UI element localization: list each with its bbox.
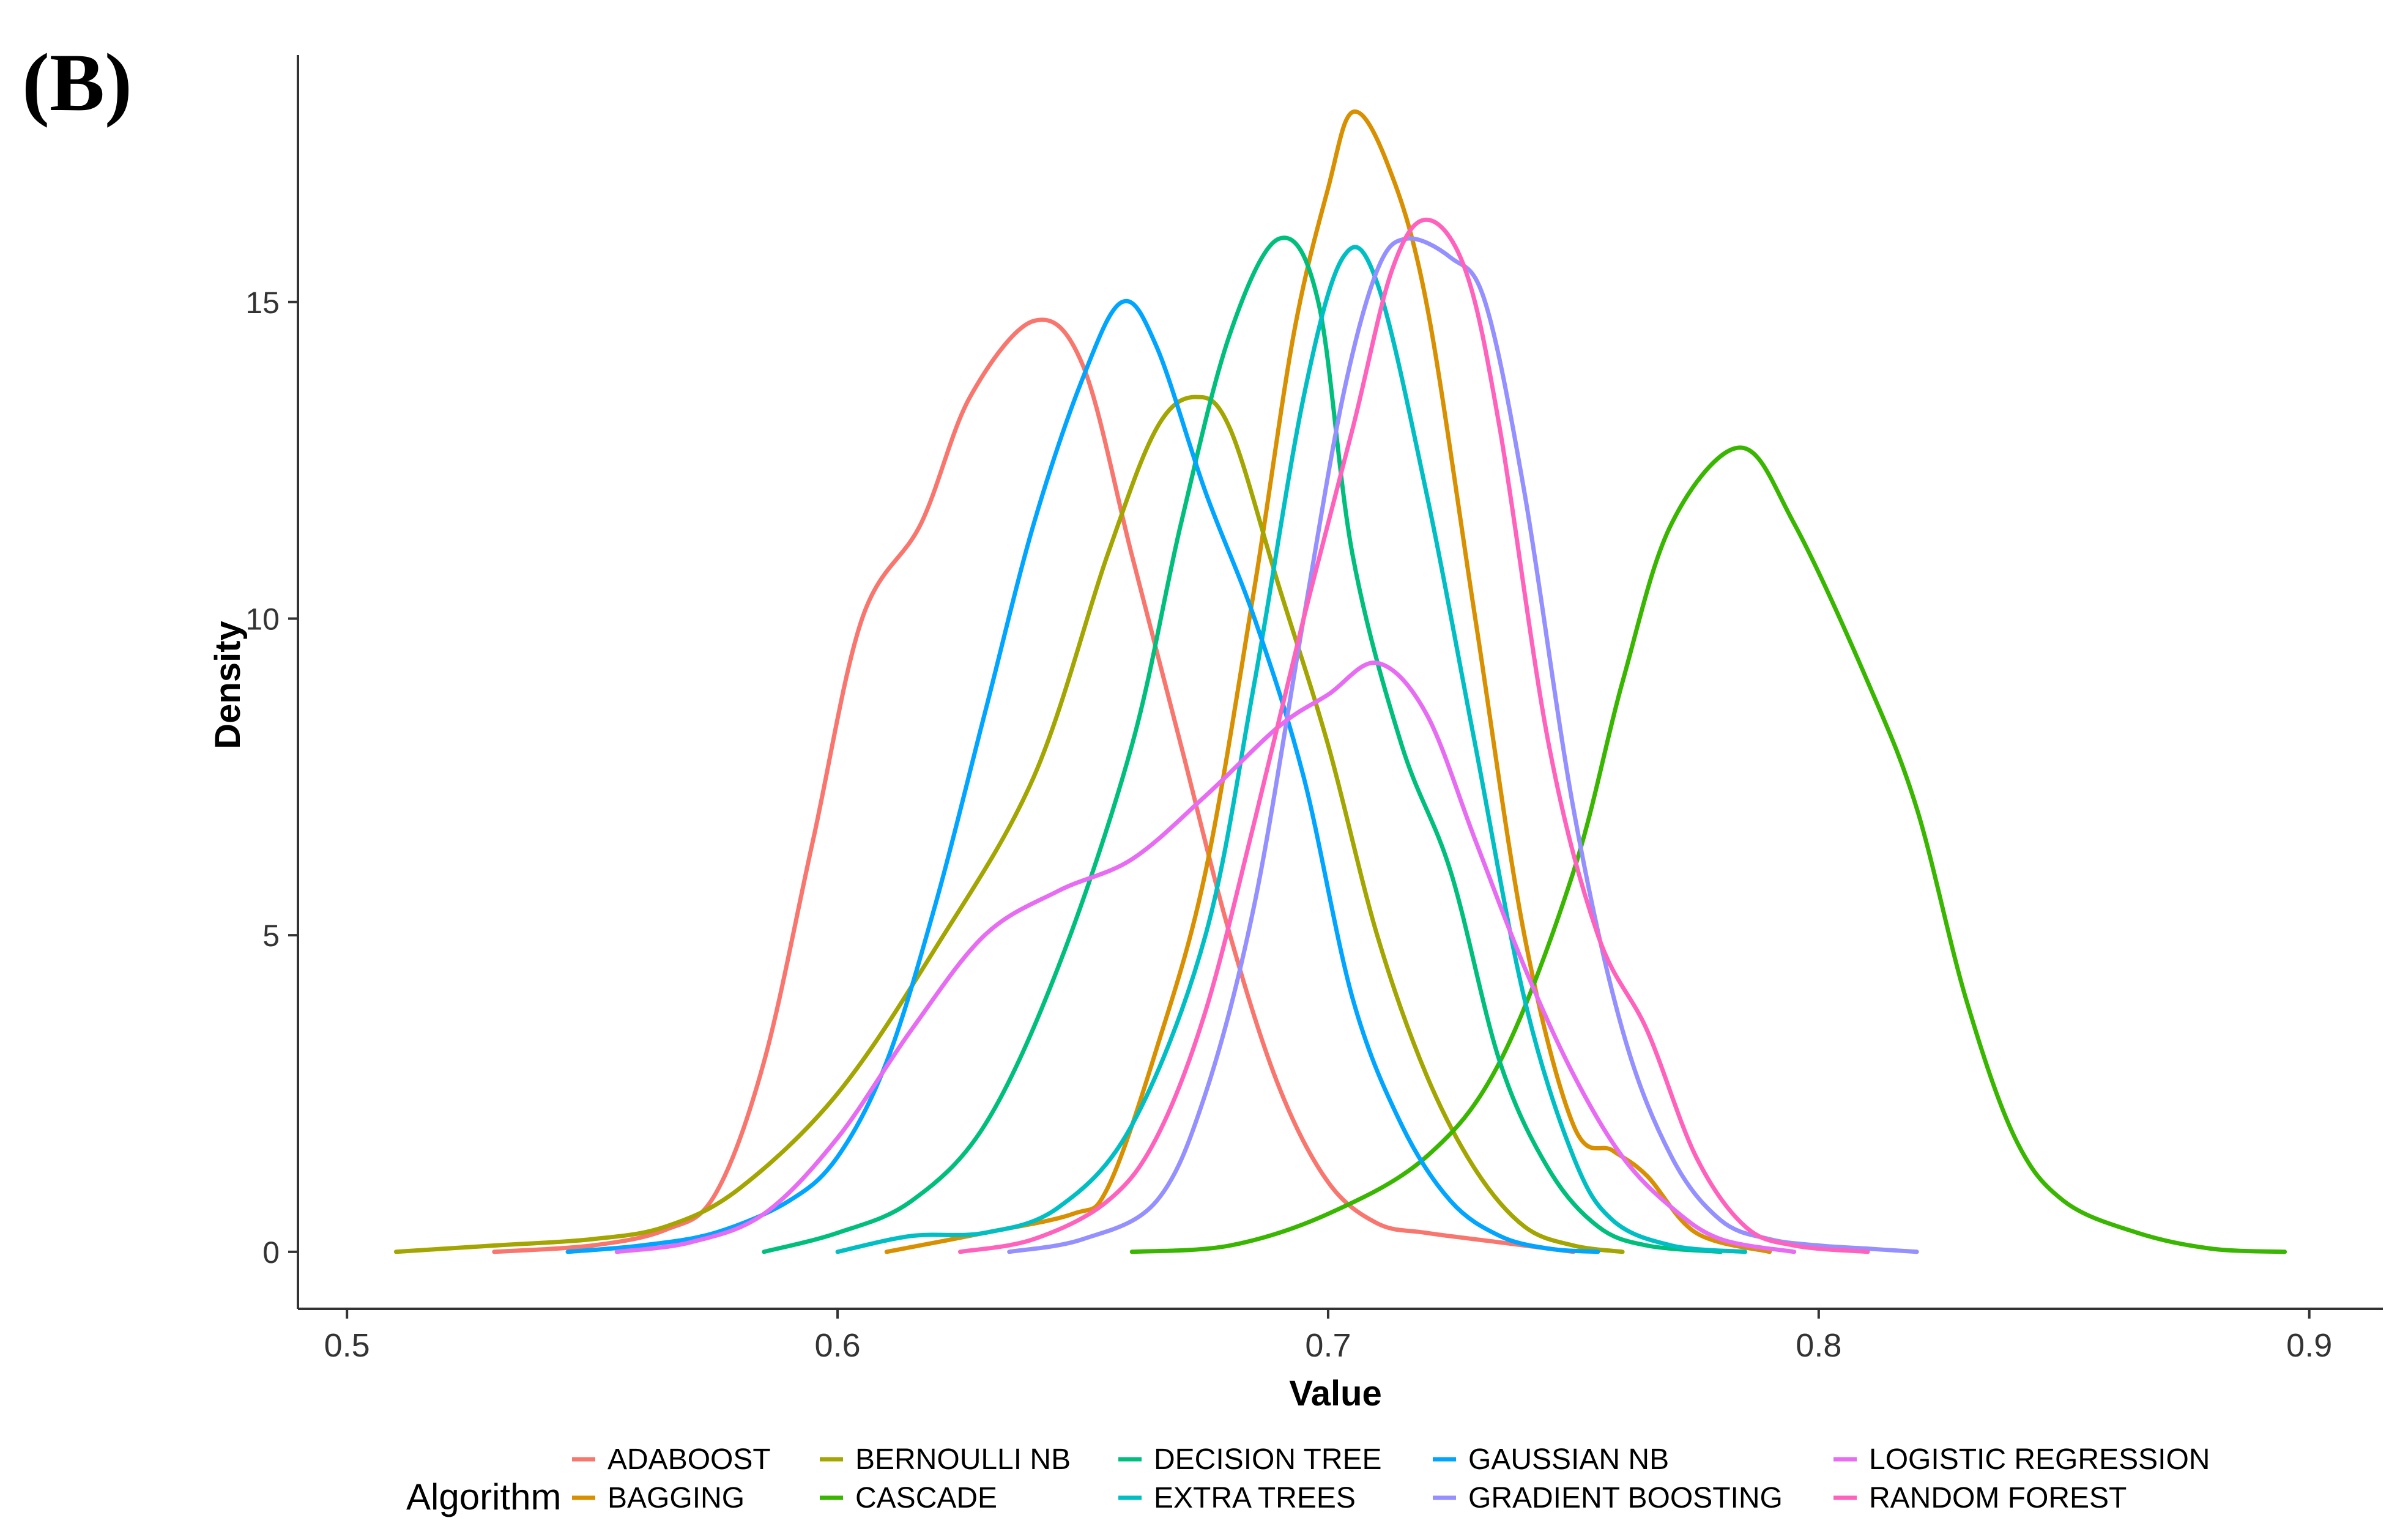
series-line-bernoulli-nb [393, 394, 1625, 1254]
series-line-extra-trees [835, 245, 1748, 1254]
series-line-gaussian-nb [565, 298, 1600, 1254]
legend-label-adaboost: ADABOOST [607, 1443, 771, 1476]
legend-label-bernoulli-nb: BERNOULLI NB [855, 1443, 1071, 1476]
legend-item-cascade: CASCADE [820, 1482, 997, 1514]
y-tick-label: 10 [245, 602, 280, 636]
legend-item-adaboost: ADABOOST [572, 1443, 771, 1476]
legend-title: Algorithm [406, 1476, 561, 1517]
series-line-random-forest [958, 217, 1870, 1254]
y-axis-ticks: 0 5 10 15 [245, 286, 298, 1270]
x-tick-label: 0.8 [1796, 1327, 1841, 1364]
legend-item-decision-tree: DECISION TREE [1118, 1443, 1382, 1476]
legend-label-gaussian-nb: GAUSSIAN NB [1468, 1443, 1669, 1476]
legend: ADABOOST BAGGING BERNOULLI NB CASCADE DECISI… [572, 1443, 2210, 1514]
legend-label-gradient-boosting: GRADIENT BOOSTING [1468, 1482, 1783, 1514]
x-tick-label: 0.7 [1305, 1327, 1351, 1364]
legend-label-cascade: CASCADE [855, 1482, 997, 1514]
x-axis-ticks: 0.5 0.6 0.7 0.8 0.9 [324, 1309, 2332, 1364]
legend-item-bagging: BAGGING [572, 1482, 745, 1514]
y-axis-title: Density [208, 621, 248, 749]
series-line-decision-tree [762, 235, 1723, 1254]
legend-label-logistic-regression: LOGISTIC REGRESSION [1869, 1443, 2210, 1476]
legend-item-random-forest: RANDOM FOREST [1833, 1482, 2127, 1514]
series-lines [393, 109, 2287, 1254]
x-tick-label: 0.5 [324, 1327, 370, 1364]
y-tick-label: 0 [262, 1235, 280, 1270]
axes [297, 55, 2383, 1310]
series-line-gradient-boosting [1007, 236, 1919, 1254]
legend-item-gradient-boosting: GRADIENT BOOSTING [1433, 1482, 1783, 1514]
legend-label-bagging: BAGGING [607, 1482, 745, 1514]
legend-item-logistic-regression: LOGISTIC REGRESSION [1833, 1443, 2210, 1476]
y-tick-label: 15 [245, 286, 280, 320]
series-line-logistic-regression [614, 661, 1797, 1254]
x-axis-title: Value [1289, 1374, 1382, 1413]
legend-item-gaussian-nb: GAUSSIAN NB [1433, 1443, 1669, 1476]
legend-label-extra-trees: EXTRA TREES [1154, 1482, 1356, 1514]
legend-item-extra-trees: EXTRA TREES [1118, 1482, 1356, 1514]
y-tick-label: 5 [262, 919, 280, 953]
panel-label: (B) [22, 37, 132, 128]
x-tick-label: 0.6 [815, 1327, 861, 1364]
series-line-adaboost [492, 317, 1576, 1254]
legend-item-bernoulli-nb: BERNOULLI NB [820, 1443, 1071, 1476]
x-tick-label: 0.9 [2286, 1327, 2332, 1364]
legend-label-decision-tree: DECISION TREE [1154, 1443, 1382, 1476]
legend-label-random-forest: RANDOM FOREST [1869, 1482, 2127, 1514]
series-line-cascade [1129, 445, 2287, 1254]
